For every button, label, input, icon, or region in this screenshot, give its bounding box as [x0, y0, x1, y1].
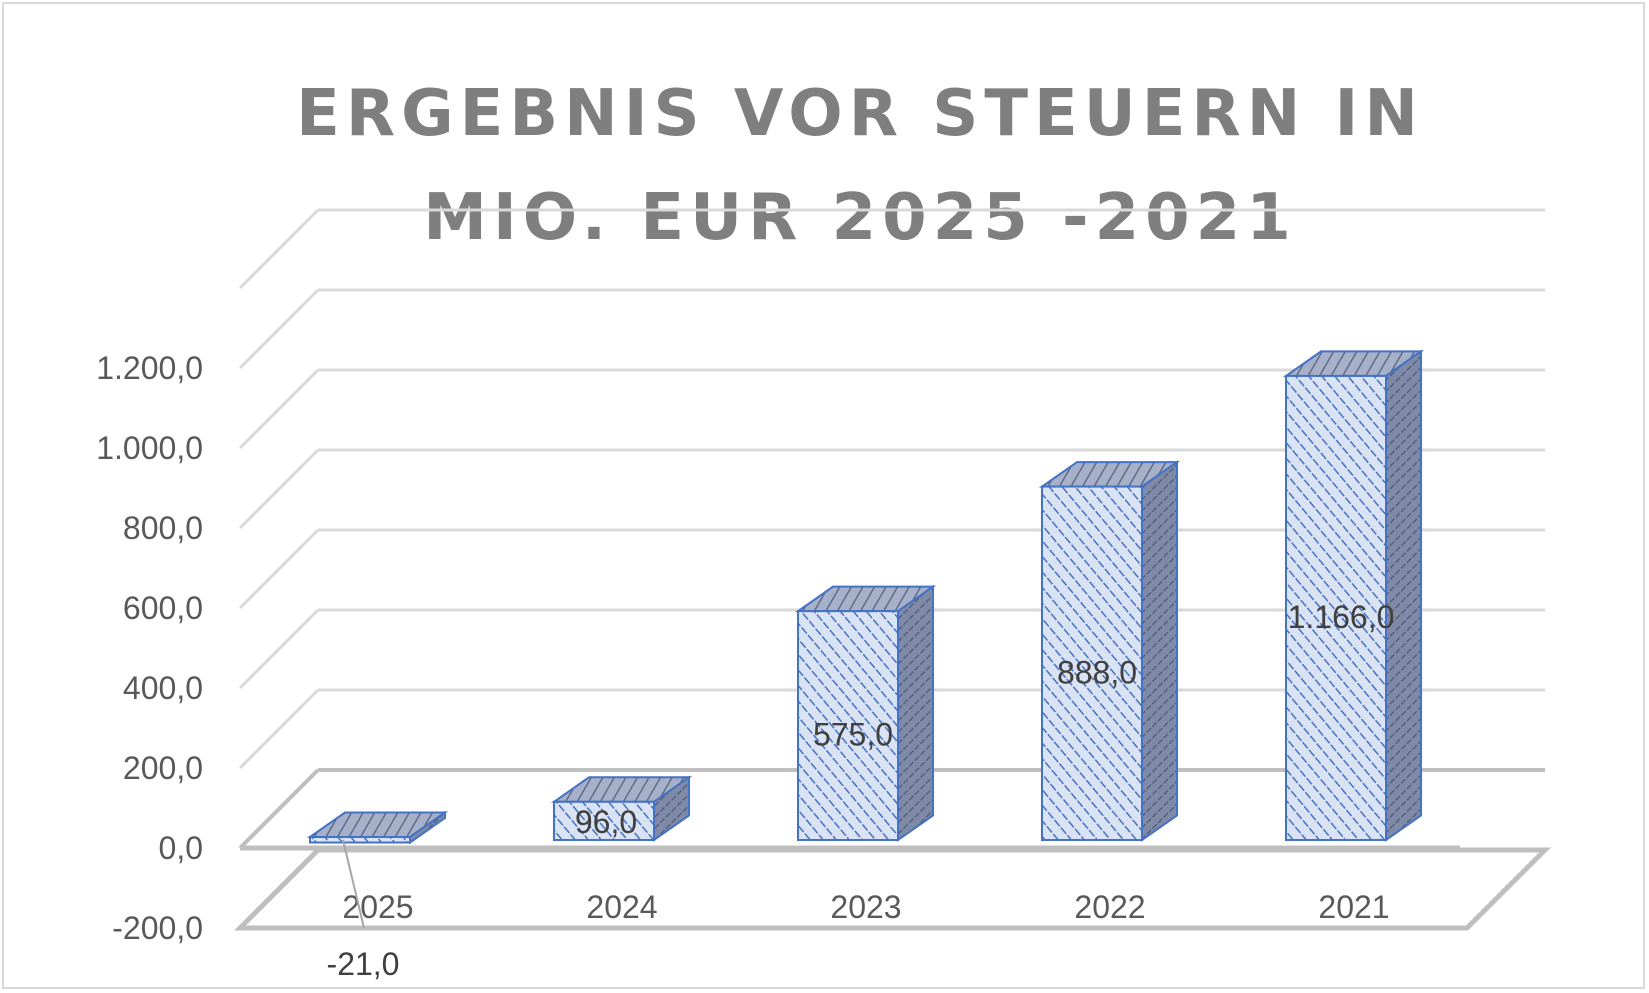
data-label: 1.166,0	[1288, 599, 1395, 635]
y-tick-label: 200,0	[123, 750, 203, 786]
floor-plane	[233, 847, 1552, 931]
x-tick-label: 2023	[830, 889, 901, 925]
bar-front	[309, 836, 411, 844]
y-tick-label: 400,0	[123, 670, 203, 706]
gridline-diag	[238, 288, 320, 370]
y-tick-label: 0,0	[159, 830, 203, 866]
bar-side	[1385, 349, 1422, 842]
bar	[1282, 349, 1425, 842]
bar	[1038, 460, 1181, 842]
y-tick-label: 1.000,0	[96, 430, 203, 466]
bar-front	[1041, 485, 1143, 841]
x-tick-label: 2024	[586, 889, 657, 925]
bar-front	[553, 800, 655, 841]
gridline-diag	[238, 608, 320, 690]
gridline-diag	[238, 448, 320, 530]
y-tick-label: -200,0	[112, 910, 203, 946]
data-label: 96,0	[575, 804, 637, 840]
y-tick-label: 800,0	[123, 510, 203, 546]
bar	[794, 584, 937, 842]
chart-title: ERGEBNIS VOR STEUERN IN MIO. EUR 2025 -2…	[296, 77, 1424, 255]
bar-side	[1141, 460, 1178, 842]
x-tick-label: 2021	[1318, 889, 1389, 925]
gridline-diag	[238, 528, 320, 610]
data-label-leader	[342, 839, 365, 929]
bar-front	[1285, 374, 1387, 841]
data-label: -21,0	[327, 946, 400, 982]
y-tick-label: 1.200,0	[96, 350, 203, 386]
bar	[550, 775, 693, 842]
data-label: 888,0	[1057, 654, 1137, 690]
gridline-diag	[238, 208, 320, 290]
data-label: 575,0	[813, 717, 893, 753]
gridline-diag	[238, 688, 320, 770]
gridline-diag	[238, 368, 320, 450]
y-tick-label: 600,0	[123, 590, 203, 626]
gridline-diag	[238, 768, 320, 850]
bar-front	[797, 610, 899, 842]
x-tick-label: 2025	[342, 889, 413, 925]
bar-side	[897, 584, 934, 842]
x-tick-label: 2022	[1074, 889, 1145, 925]
bar	[306, 810, 449, 845]
